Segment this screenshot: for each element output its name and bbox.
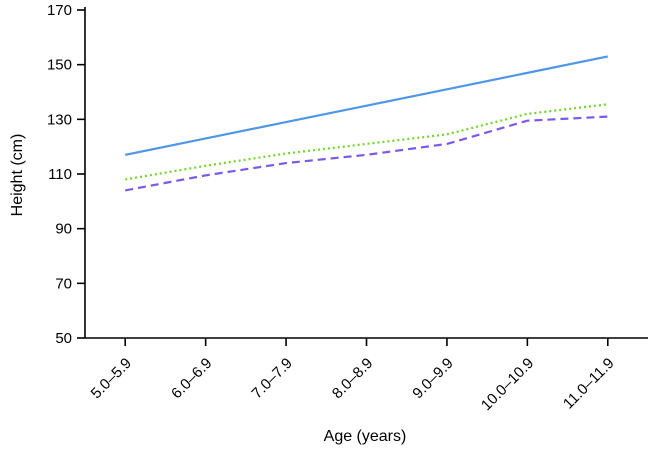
x-tick-label: 7.0–7.9	[248, 355, 295, 402]
x-axis-label: Age (years)	[323, 428, 407, 445]
x-tick-label: 11.0–11.9	[560, 355, 618, 413]
y-tick-label: 70	[55, 275, 72, 292]
x-tick-label: 10.0–10.9	[478, 355, 537, 414]
x-tick-label: 8.0–8.9	[329, 355, 376, 402]
y-tick-label: 90	[55, 221, 72, 238]
series-lower-dashed-purple	[125, 115, 608, 192]
x-tick-label: 5.0–5.9	[88, 355, 135, 402]
y-tick-label: 130	[47, 111, 72, 128]
series-middle-dotted-green	[125, 103, 608, 181]
x-tick-label: 6.0–6.9	[168, 355, 215, 402]
y-tick-label: 170	[47, 2, 72, 19]
x-tick-label: 9.0–9.9	[409, 355, 456, 402]
y-tick-label: 110	[48, 166, 72, 183]
y-tick-label: 50	[55, 330, 72, 347]
series-upper-solid-blue	[124, 55, 609, 156]
y-tick-label: 150	[47, 57, 72, 74]
